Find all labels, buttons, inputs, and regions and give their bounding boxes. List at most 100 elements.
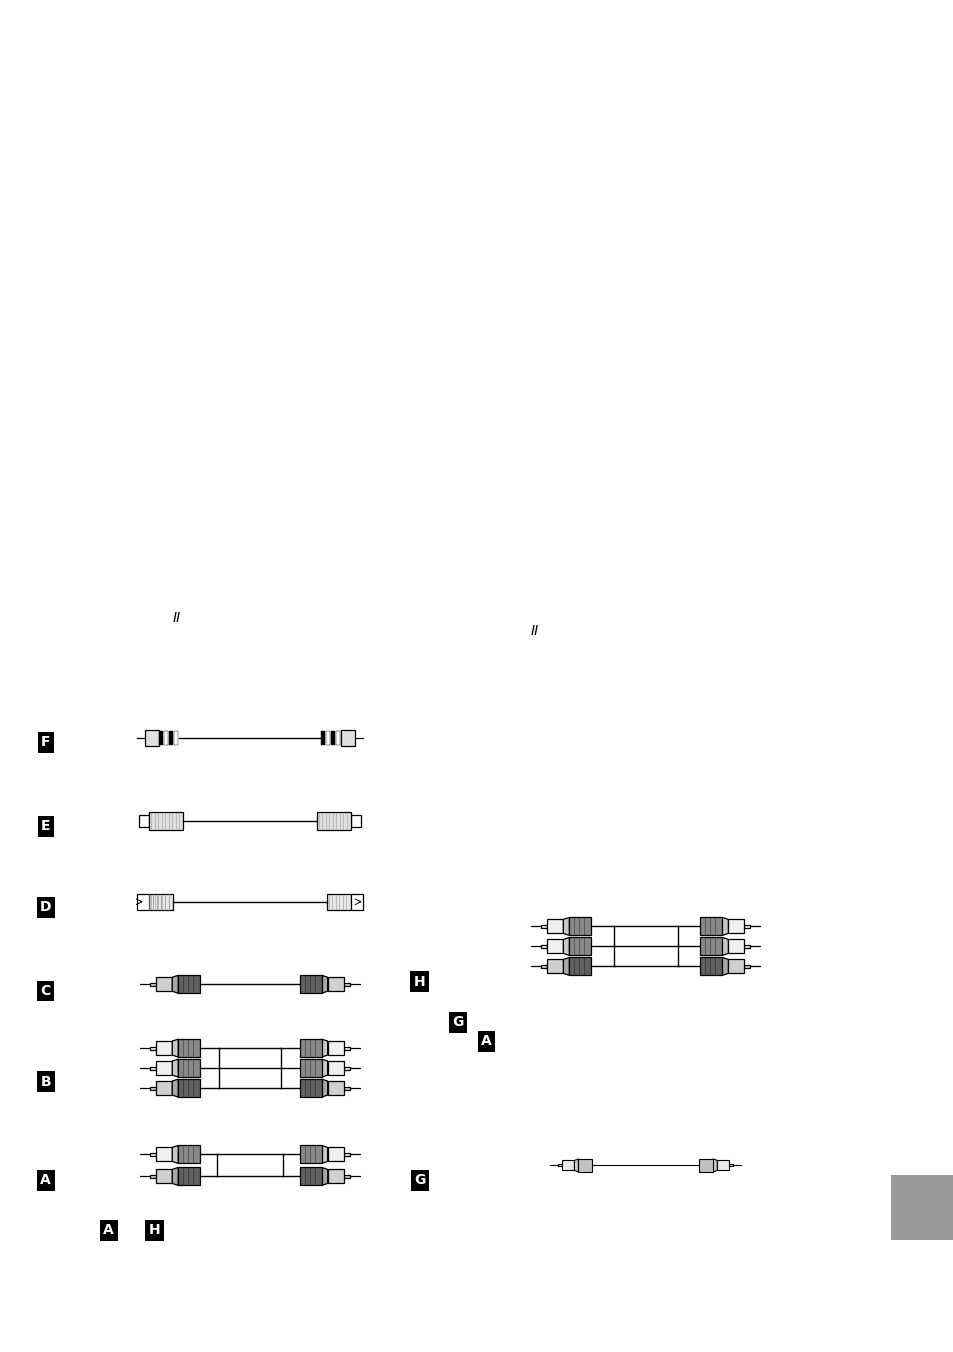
Bar — [178, 1079, 200, 1096]
Bar — [150, 1087, 156, 1090]
Polygon shape — [721, 918, 727, 936]
Bar — [890, 1175, 953, 1240]
Bar — [156, 977, 172, 991]
Bar — [299, 1059, 321, 1078]
Bar — [700, 937, 721, 956]
Text: C: C — [41, 984, 51, 998]
Bar — [156, 1169, 172, 1183]
Bar — [150, 1153, 156, 1156]
Text: A: A — [40, 1174, 51, 1187]
Bar — [299, 1145, 321, 1164]
Bar — [169, 731, 172, 745]
Bar — [569, 937, 591, 956]
Bar — [727, 960, 743, 973]
Bar — [547, 960, 563, 973]
Bar — [343, 1046, 350, 1049]
Bar — [145, 730, 159, 746]
Bar — [327, 1061, 343, 1075]
Bar — [159, 731, 163, 745]
Polygon shape — [713, 1159, 717, 1172]
Bar — [299, 975, 321, 994]
Polygon shape — [563, 937, 569, 956]
Bar — [156, 1148, 172, 1161]
Bar — [743, 925, 750, 927]
Bar — [156, 1082, 172, 1095]
Bar — [150, 983, 156, 986]
Bar — [728, 1164, 733, 1167]
Bar — [149, 894, 172, 910]
Bar — [540, 925, 547, 927]
Polygon shape — [172, 1167, 178, 1186]
Text: B: B — [40, 1075, 51, 1088]
Bar — [569, 918, 591, 936]
Bar — [331, 731, 335, 745]
Text: G: G — [452, 1015, 463, 1029]
Bar — [178, 1167, 200, 1186]
Bar — [156, 1061, 172, 1075]
Bar — [343, 983, 350, 986]
Bar — [699, 1159, 713, 1172]
Text: F: F — [41, 735, 51, 749]
Polygon shape — [172, 1145, 178, 1164]
Text: E: E — [41, 819, 51, 833]
Bar — [343, 1067, 350, 1069]
Polygon shape — [721, 937, 727, 956]
Bar — [540, 945, 547, 948]
Bar — [178, 1145, 200, 1164]
Bar — [700, 957, 721, 975]
Bar — [727, 919, 743, 933]
Polygon shape — [721, 957, 727, 975]
Bar — [327, 1041, 343, 1055]
Bar — [547, 919, 563, 933]
Polygon shape — [321, 1040, 327, 1057]
Bar — [547, 940, 563, 953]
Text: II: II — [172, 611, 180, 625]
Bar — [327, 1169, 343, 1183]
Bar — [562, 1160, 574, 1171]
Bar — [351, 894, 362, 910]
Bar — [150, 1046, 156, 1049]
Bar — [178, 1040, 200, 1057]
Polygon shape — [321, 1167, 327, 1186]
Text: A: A — [480, 1034, 492, 1048]
Bar — [164, 731, 168, 745]
Bar — [150, 1067, 156, 1069]
Bar — [743, 965, 750, 968]
Bar — [343, 1175, 350, 1178]
Text: A: A — [103, 1224, 114, 1237]
Polygon shape — [172, 975, 178, 994]
Bar — [343, 1087, 350, 1090]
Bar — [178, 1059, 200, 1078]
Bar — [558, 1164, 562, 1167]
Bar — [327, 977, 343, 991]
Polygon shape — [172, 1059, 178, 1078]
Bar — [335, 731, 339, 745]
Polygon shape — [321, 1145, 327, 1164]
Polygon shape — [321, 1059, 327, 1078]
Bar — [299, 1167, 321, 1186]
Bar — [327, 1148, 343, 1161]
Bar — [178, 975, 200, 994]
Bar — [327, 894, 351, 910]
Bar — [743, 945, 750, 948]
Polygon shape — [563, 918, 569, 936]
Text: II: II — [531, 625, 538, 638]
Bar — [173, 731, 178, 745]
Text: H: H — [149, 1224, 160, 1237]
Bar — [569, 957, 591, 975]
Bar — [156, 1041, 172, 1055]
Bar — [316, 811, 351, 830]
Bar — [540, 965, 547, 968]
Bar — [340, 730, 355, 746]
Bar — [149, 811, 183, 830]
Text: G: G — [414, 1174, 425, 1187]
Bar — [320, 731, 325, 745]
Bar — [327, 1082, 343, 1095]
Bar — [700, 918, 721, 936]
Bar — [578, 1159, 592, 1172]
Bar — [727, 940, 743, 953]
Bar — [299, 1079, 321, 1096]
Polygon shape — [563, 957, 569, 975]
Bar — [351, 815, 360, 826]
Text: D: D — [40, 900, 51, 914]
